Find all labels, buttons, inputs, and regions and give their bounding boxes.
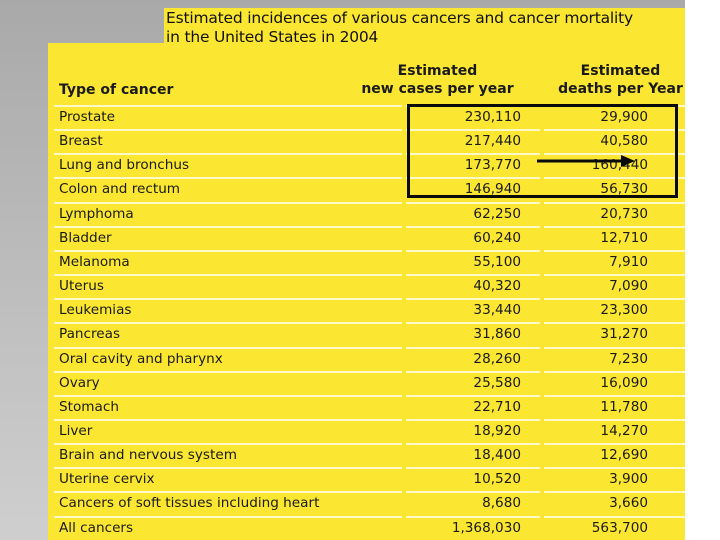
new-cases-cell: 1,368,030 — [406, 515, 540, 537]
table-row: Breast 217,440 40,580 — [48, 128, 685, 151]
table-row: Brain and nervous system 18,400 12,690 — [48, 442, 685, 465]
deaths-cell: 7,090 — [544, 274, 685, 296]
new-cases-cell: 28,260 — [406, 346, 540, 368]
cancer-type-cell: Uterus — [54, 274, 402, 296]
cancer-type-cell: Prostate — [54, 105, 402, 126]
table-row: Leukemias 33,440 23,300 — [48, 297, 685, 320]
deaths-cell: 7,230 — [544, 346, 685, 368]
right-arrow-icon — [537, 155, 635, 167]
new-cases-cell: 22,710 — [406, 394, 540, 416]
table-row: Bladder 60,240 12,710 — [48, 225, 685, 248]
table-row: Melanoma 55,100 7,910 — [48, 249, 685, 272]
new-cases-cell: 31,860 — [406, 322, 540, 344]
header-type-of-cancer: Type of cancer — [59, 82, 174, 98]
header-cases-line-2: new cases per year — [361, 81, 514, 97]
table-row: Prostate 230,110 29,900 — [48, 104, 685, 127]
deaths-cell: 20,730 — [544, 201, 685, 223]
header-deaths-line-1: Estimated — [580, 63, 661, 79]
title-panel — [164, 8, 685, 45]
table-row: Stomach 22,710 11,780 — [48, 394, 685, 417]
deaths-cell: 563,700 — [544, 515, 685, 537]
new-cases-cell: 217,440 — [406, 129, 540, 151]
new-cases-cell: 40,320 — [406, 274, 540, 296]
header-estimated-new-cases: Estimated new cases per year — [345, 62, 530, 98]
new-cases-cell: 33,440 — [406, 298, 540, 320]
deaths-cell: 12,690 — [544, 443, 685, 465]
table-row: Oral cavity and pharynx 28,260 7,230 — [48, 346, 685, 369]
header-estimated-deaths: Estimated deaths per Year — [553, 62, 685, 98]
right-margin — [685, 0, 720, 540]
table-row: Colon and rectum 146,940 56,730 — [48, 176, 685, 199]
cancer-type-cell: Ovary — [54, 370, 402, 392]
cancer-type-cell: Melanoma — [54, 249, 402, 271]
deaths-cell: 31,270 — [544, 322, 685, 344]
cancer-type-cell: Lung and bronchus — [54, 153, 402, 175]
deaths-cell: 11,780 — [544, 394, 685, 416]
table-row: Uterine cervix 10,520 3,900 — [48, 466, 685, 489]
title-line-1: Estimated incidences of various cancers … — [166, 9, 633, 27]
new-cases-cell: 8,680 — [406, 491, 540, 513]
cancer-type-cell: Breast — [54, 129, 402, 151]
new-cases-cell: 10,520 — [406, 467, 540, 489]
highlight-box — [407, 104, 678, 198]
new-cases-cell: 25,580 — [406, 370, 540, 392]
new-cases-cell: 55,100 — [406, 249, 540, 271]
deaths-cell: 23,300 — [544, 298, 685, 320]
deaths-cell: 56,730 — [544, 177, 685, 199]
new-cases-cell: 60,240 — [406, 225, 540, 247]
table-row: Ovary 25,580 16,090 — [48, 370, 685, 393]
table-row: Lung and bronchus 173,770 160,440 — [48, 152, 685, 175]
cancer-type-cell: Colon and rectum — [54, 177, 402, 199]
cancer-type-cell: Liver — [54, 418, 402, 440]
cancer-type-cell: Leukemias — [54, 298, 402, 320]
cancer-type-cell: Oral cavity and pharynx — [54, 346, 402, 368]
new-cases-cell: 18,400 — [406, 443, 540, 465]
header-cases-line-1: Estimated — [397, 63, 478, 79]
header-deaths-line-2: deaths per Year — [558, 81, 683, 97]
table-row: Uterus 40,320 7,090 — [48, 273, 685, 296]
cancer-type-cell: Lymphoma — [54, 201, 402, 223]
deaths-cell: 3,900 — [544, 467, 685, 489]
title-line-2: in the United States in 2004 — [166, 28, 379, 46]
deaths-cell: 40,580 — [544, 129, 685, 151]
table-row: Liver 18,920 14,270 — [48, 418, 685, 441]
cancer-type-cell: Bladder — [54, 225, 402, 247]
new-cases-cell: 62,250 — [406, 201, 540, 223]
table-row: Cancers of soft tissues including heart 8… — [48, 490, 685, 513]
cancer-type-cell: Brain and nervous system — [54, 443, 402, 465]
deaths-cell: 3,660 — [544, 491, 685, 513]
cancer-type-cell: Stomach — [54, 394, 402, 416]
new-cases-cell: 18,920 — [406, 418, 540, 440]
deaths-cell: 16,090 — [544, 370, 685, 392]
cancer-table: Type of cancer Estimated new cases per y… — [48, 43, 685, 540]
cancer-type-cell: Pancreas — [54, 322, 402, 344]
deaths-cell: 14,270 — [544, 418, 685, 440]
deaths-cell: 12,710 — [544, 225, 685, 247]
cancer-type-cell: Cancers of soft tissues including heart — [54, 491, 402, 513]
document-title: Estimated incidences of various cancers … — [166, 9, 681, 47]
table-row: Pancreas 31,860 31,270 — [48, 321, 685, 344]
table-row: Lymphoma 62,250 20,730 — [48, 201, 685, 224]
deaths-cell: 7,910 — [544, 249, 685, 271]
new-cases-cell: 146,940 — [406, 177, 540, 199]
table-row: All cancers 1,368,030 563,700 — [48, 515, 685, 538]
new-cases-cell: 173,770 — [406, 153, 540, 175]
cancer-type-cell: All cancers — [54, 515, 402, 537]
cancer-type-cell: Uterine cervix — [54, 467, 402, 489]
